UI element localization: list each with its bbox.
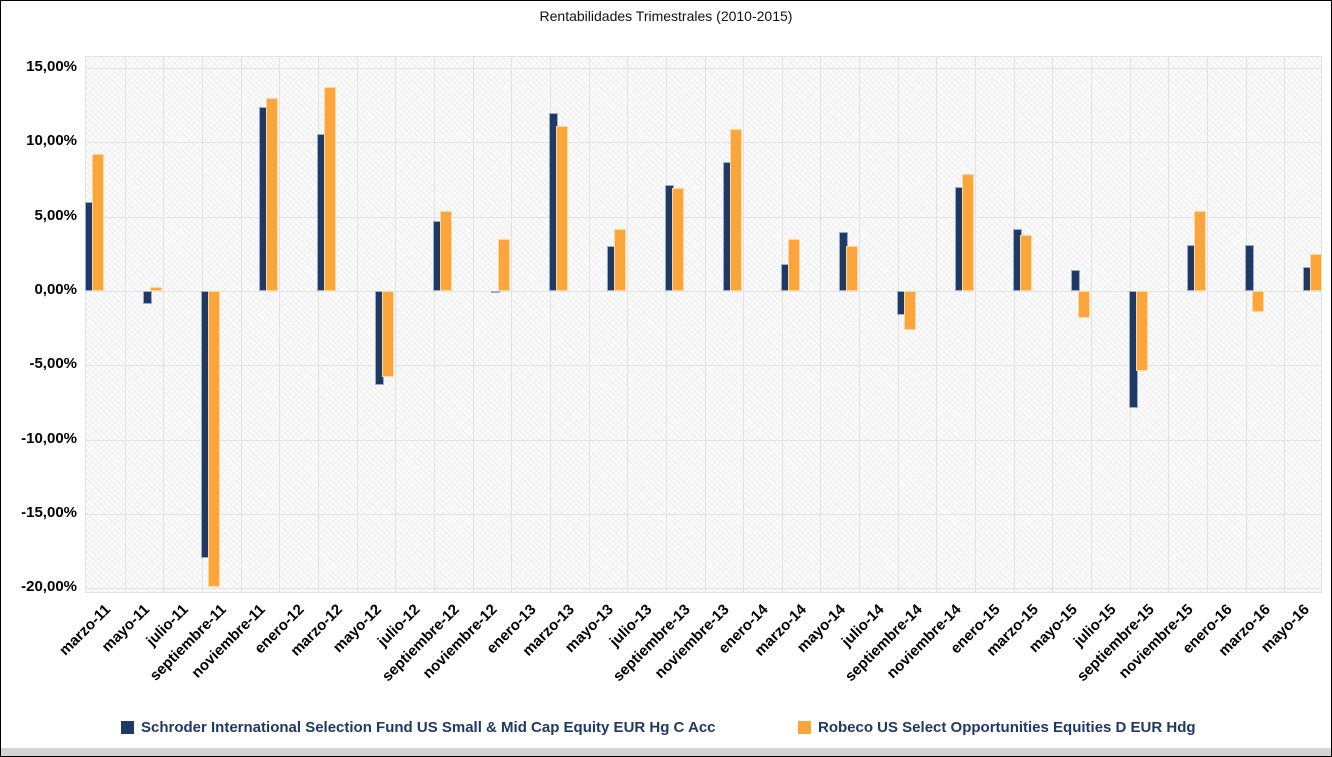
bar-series2-q16	[962, 173, 975, 291]
y-tick-label: -15,00%	[21, 503, 77, 521]
v-gridline	[395, 57, 397, 592]
bar-series2-q21	[1252, 290, 1265, 312]
legend-swatch-schroder	[121, 721, 134, 734]
v-gridline	[1284, 57, 1286, 592]
bar-series2-q4	[266, 97, 279, 291]
v-gridline	[820, 57, 822, 592]
bar-series2-q3	[208, 290, 221, 587]
legend-swatch-robeco	[798, 721, 811, 734]
h-gridline	[86, 365, 1321, 367]
bar-series1-q2	[143, 290, 153, 305]
y-tick-label: -20,00%	[21, 578, 77, 596]
bar-series2-q6	[382, 290, 395, 378]
v-gridline	[240, 57, 242, 592]
v-gridline	[704, 57, 706, 592]
bar-series2-q12	[730, 129, 743, 291]
bar-series2-q10	[614, 228, 627, 291]
chart-title: Rentabilidades Trimestrales (2010-2015)	[539, 8, 793, 24]
v-gridline	[1245, 57, 1247, 592]
v-gridline	[781, 57, 783, 592]
bar-series2-q7	[440, 210, 453, 291]
bar-series1-q8	[491, 290, 501, 293]
bar-series1-q18	[1071, 270, 1081, 291]
legend-label-robeco: Robeco US Select Opportunities Equities …	[818, 719, 1196, 736]
h-gridline	[86, 216, 1321, 218]
h-gridline	[86, 513, 1321, 515]
bar-series2-q8	[498, 238, 511, 291]
bar-series2-q20	[1194, 210, 1207, 291]
v-gridline	[975, 57, 977, 592]
bar-series2-q17	[1020, 234, 1033, 291]
bar-series1-q21	[1245, 244, 1255, 291]
v-gridline	[124, 57, 126, 592]
legend-label-schroder: Schroder International Selection Fund US…	[141, 719, 716, 736]
v-gridline	[859, 57, 861, 592]
bar-series2-q14	[846, 246, 859, 291]
v-gridline	[433, 57, 435, 592]
v-gridline	[588, 57, 590, 592]
v-gridline	[1207, 57, 1209, 592]
v-gridline	[279, 57, 281, 592]
y-tick-label: 5,00%	[34, 206, 77, 224]
bar-series2-q13	[788, 238, 801, 291]
h-gridline	[86, 68, 1321, 70]
v-gridline	[627, 57, 629, 592]
v-gridline	[472, 57, 474, 592]
h-gridline	[86, 290, 1321, 292]
v-gridline	[665, 57, 667, 592]
legend-item-schroder: Schroder International Selection Fund US…	[121, 719, 716, 736]
bottom-strip	[1, 748, 1331, 756]
v-gridline	[163, 57, 165, 592]
legend-item-robeco: Robeco US Select Opportunities Equities …	[798, 719, 1196, 736]
bar-series2-q18	[1078, 290, 1091, 318]
v-gridline	[1052, 57, 1054, 592]
h-gridline	[86, 588, 1321, 590]
y-tick-label: 15,00%	[26, 58, 77, 76]
y-tick-label: 10,00%	[26, 132, 77, 150]
y-tick-label: -5,00%	[29, 355, 77, 373]
v-gridline	[897, 57, 899, 592]
v-gridline	[936, 57, 938, 592]
bar-series2-q15	[904, 290, 917, 330]
v-gridline	[356, 57, 358, 592]
v-gridline	[1168, 57, 1170, 592]
v-gridline	[1013, 57, 1015, 592]
bar-series2-q1	[92, 154, 105, 291]
v-gridline	[549, 57, 551, 592]
bar-series2-q9	[556, 126, 569, 291]
plot-area	[85, 56, 1322, 593]
h-gridline	[86, 439, 1321, 441]
bar-series2-q11	[672, 188, 685, 291]
v-gridline	[1091, 57, 1093, 592]
bar-series2-q2	[150, 286, 163, 291]
bar-series2-q22	[1310, 253, 1322, 291]
bar-series2-q19	[1136, 290, 1149, 372]
v-gridline	[511, 57, 513, 592]
y-tick-label: 0,00%	[34, 280, 77, 298]
y-tick-label: -10,00%	[21, 429, 77, 447]
bar-series2-q5	[324, 87, 337, 291]
v-gridline	[317, 57, 319, 592]
h-gridline	[86, 142, 1321, 144]
v-gridline	[743, 57, 745, 592]
